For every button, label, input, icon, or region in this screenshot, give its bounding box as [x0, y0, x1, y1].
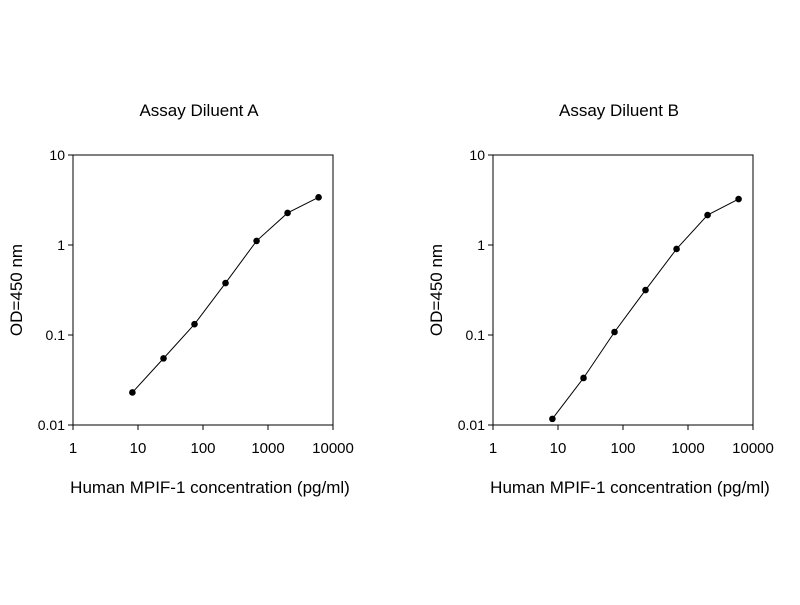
- y-axis-label: OD=450 nm: [7, 244, 26, 336]
- chart-title: Assay Diluent A: [139, 101, 259, 120]
- x-tick-label: 1: [69, 440, 77, 457]
- x-tick-label: 10000: [312, 440, 354, 457]
- x-tick-label: 1000: [251, 440, 284, 457]
- series-line: [132, 196, 319, 393]
- data-point: [735, 195, 742, 203]
- series-line: [552, 198, 739, 420]
- data-point: [253, 237, 260, 245]
- x-tick-label: 10: [550, 440, 567, 457]
- x-tick-label: 100: [610, 440, 635, 457]
- data-point: [611, 328, 618, 336]
- data-point: [315, 193, 322, 201]
- data-point: [580, 374, 587, 382]
- data-point: [222, 279, 229, 287]
- y-tick-label: 1: [477, 237, 485, 253]
- plot-frame: [72, 154, 334, 426]
- data-point: [673, 245, 680, 253]
- y-tick-label: 1: [57, 237, 65, 253]
- y-tick-label: 10: [49, 147, 65, 163]
- data-point: [160, 355, 167, 362]
- plot-frame: [492, 154, 754, 426]
- x-axis-label: Human MPIF-1 concentration (pg/ml): [70, 478, 350, 497]
- x-axis-label: Human MPIF-1 concentration (pg/ml): [490, 478, 770, 497]
- x-tick-label: 1000: [671, 440, 704, 457]
- chart-panel-1: Assay Diluent B 1 10 100 1000 10000 0.01 0.1 1 10…: [427, 101, 774, 497]
- y-tick-label: 0.01: [38, 417, 65, 433]
- x-tick-label: 10000: [732, 440, 774, 457]
- y-tick-label: 0.1: [466, 327, 486, 343]
- chart-panel-0: Assay Diluent A 1 10 100 1000 10000 0.01 0.1 1 10…: [7, 101, 354, 497]
- data-point: [129, 389, 136, 396]
- y-tick-label: 10: [469, 147, 485, 163]
- y-tick-label: 0.1: [46, 327, 66, 343]
- data-point: [191, 320, 198, 328]
- chart-title: Assay Diluent B: [559, 101, 679, 120]
- y-tick-label: 0.01: [458, 417, 485, 433]
- data-point: [704, 211, 711, 219]
- data-point: [642, 286, 649, 294]
- data-point: [549, 415, 556, 423]
- x-tick-label: 100: [190, 440, 215, 457]
- y-axis-label: OD=450 nm: [427, 244, 446, 336]
- x-tick-label: 1: [489, 440, 497, 457]
- x-tick-label: 10: [130, 440, 147, 457]
- data-point: [284, 209, 291, 217]
